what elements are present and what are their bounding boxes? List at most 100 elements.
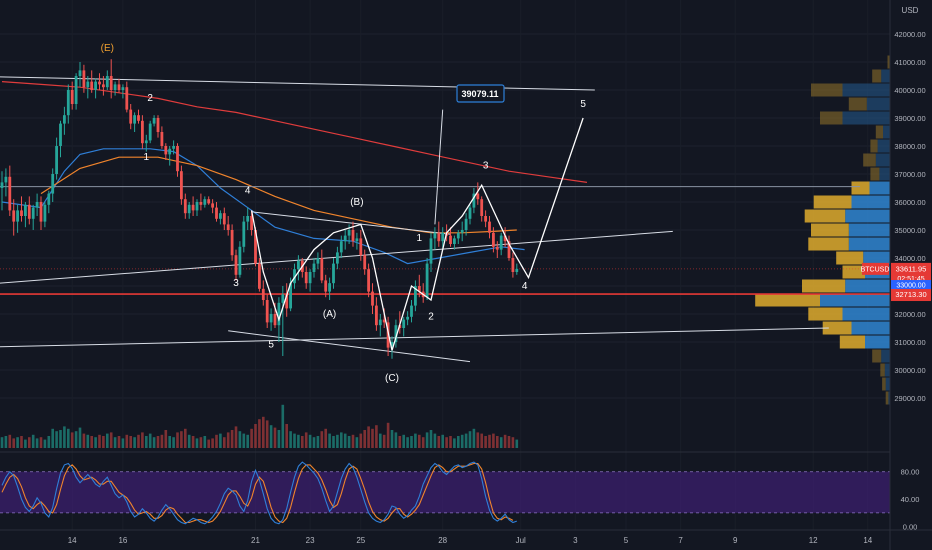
candle-body [168, 148, 172, 155]
candle-body [343, 235, 347, 242]
volume-bar [308, 434, 312, 448]
candle-countdown: 02:51:45 [897, 276, 924, 283]
candle-body [39, 202, 43, 222]
candle-body [328, 283, 331, 292]
price-callout: 39079.11 [456, 84, 505, 103]
volume-bar [394, 432, 398, 448]
profile-sell-bar [842, 307, 892, 321]
profile-buy-bar [822, 321, 852, 335]
volume-bar [332, 436, 335, 448]
volume-bar [74, 431, 78, 448]
candle-body [183, 199, 187, 214]
candle-body [258, 263, 261, 289]
volume-bar [133, 437, 136, 448]
candle-body [35, 202, 39, 208]
volume-bar [480, 433, 483, 448]
candle-body [464, 218, 468, 230]
time-tick-label: 14 [863, 536, 872, 545]
wedge-lower-line [228, 330, 471, 363]
oscillator-tick-label: 40.00 [901, 495, 920, 504]
price-tick-label: 40000.00 [894, 86, 925, 95]
volume-bar [180, 431, 183, 448]
volume-bar [215, 434, 218, 448]
profile-buy-bar [820, 111, 843, 125]
price-axis[interactable]: USD 29000.00 30000.00 31000.00 32000.00 3300… [861, 0, 932, 550]
wave-label: 2 [147, 93, 153, 104]
price-tick-label: 41000.00 [894, 58, 925, 67]
volume-bar [390, 430, 394, 448]
volume-bar [382, 434, 386, 448]
volume-bar [301, 436, 304, 448]
volume-bar [347, 436, 351, 448]
price-tick-label: 35000.00 [894, 226, 925, 235]
time-tick-label: 14 [68, 536, 77, 545]
profile-buy-bar [882, 377, 886, 391]
profile-buy-bar [870, 167, 880, 181]
candle-body [195, 202, 199, 211]
candle-body [495, 246, 499, 250]
volume-bar [195, 438, 199, 448]
candle-body [339, 241, 343, 253]
candle-body [499, 235, 503, 250]
time-axis[interactable]: 14 16 21 23 25 28 Jul 3 5 7 9 12 14 [0, 529, 932, 545]
volume-bar [343, 433, 347, 448]
volume-bar [16, 437, 19, 448]
volume-bar [67, 428, 70, 448]
volume-bar [242, 433, 246, 448]
volume-profile [755, 55, 892, 405]
candle-body [125, 87, 129, 110]
candle-body [371, 291, 374, 306]
volume-bar [406, 437, 409, 448]
volume-bar [187, 434, 191, 448]
candle-body [320, 258, 324, 281]
candle-body [261, 288, 265, 300]
volume-bar [312, 437, 316, 448]
profile-sell-bar [881, 349, 892, 363]
volume-bar [297, 434, 300, 448]
candle-body [172, 146, 175, 149]
profile-sell-bar [863, 251, 892, 265]
time-tick-label: 9 [733, 536, 738, 545]
price-tick-label: 32000.00 [894, 310, 925, 319]
wave-label: 5 [580, 99, 586, 110]
wave-label: (A) [323, 309, 336, 320]
candle-body [347, 230, 351, 236]
volume-bar [20, 436, 23, 448]
volume-bar [8, 434, 12, 448]
volume-bar [262, 416, 265, 448]
volume-bar [355, 437, 359, 448]
price-tick-label: 34000.00 [894, 254, 925, 263]
candle-body [246, 216, 250, 222]
candle-body [265, 300, 269, 323]
volume-bar [472, 428, 476, 448]
volume-bar [129, 436, 132, 448]
volume-bar [39, 437, 43, 448]
volume-bar [172, 437, 175, 448]
profile-sell-bar [842, 83, 892, 97]
oscillator-band [0, 471, 890, 513]
volume-bar [63, 426, 66, 448]
price-tick-label: 38000.00 [894, 142, 925, 151]
candle-body [437, 232, 441, 242]
candle-body [187, 204, 191, 214]
volume-bar [254, 424, 257, 448]
time-tick-label: 12 [809, 536, 818, 545]
candle-body [191, 204, 195, 211]
candle-body [429, 238, 433, 264]
candle-body [137, 115, 140, 121]
symbol-label: BTCUSD [861, 266, 890, 273]
elliott-wave: (E) 2 1 4 3 (B) (A) 5 1 2 (C) 3 4 5 [101, 43, 587, 384]
candle-body [308, 272, 312, 284]
volume-bar [410, 436, 413, 448]
candle-body [86, 81, 90, 88]
candle-body [27, 204, 31, 219]
volume-bar [281, 404, 285, 448]
volume-bar [102, 436, 105, 448]
volume-bar [94, 437, 97, 448]
candle-body [503, 235, 507, 242]
candle-body [441, 232, 445, 242]
price-tick-label: 42000.00 [894, 30, 925, 39]
candle-body [74, 76, 78, 104]
